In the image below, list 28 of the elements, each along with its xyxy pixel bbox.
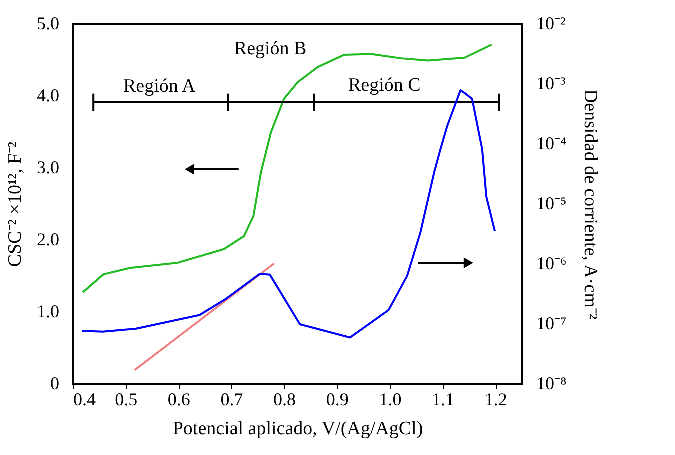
- x-tick-label: 0.4: [74, 390, 96, 410]
- y2-tick-label: 10⁻⁴: [536, 134, 567, 154]
- x-tick-label: 0.5: [115, 390, 138, 410]
- annotation: Región B: [234, 38, 307, 60]
- annotation: Región A: [123, 76, 196, 97]
- x-tick-label: 0.6: [168, 390, 190, 410]
- y2-tick-label: 10⁻⁷: [536, 314, 567, 334]
- y-tick-label: 1.0: [37, 302, 60, 322]
- y-tick-label: 5.0: [37, 14, 60, 34]
- x-tick-label: 1.1: [432, 390, 455, 410]
- y2-tick-label: 10⁻⁸: [536, 374, 567, 394]
- x-tick-label: 1.2: [484, 390, 508, 410]
- x-tick-label: 1.0: [379, 390, 402, 410]
- x-tick-label: 0.7: [220, 390, 244, 410]
- y-tick-label: 0: [50, 374, 60, 394]
- y2-tick-label: 10⁻³: [536, 74, 566, 94]
- y-tick-label: 3.0: [37, 158, 60, 178]
- y2-axis-title: Densidad de corriente, A·cm⁻²: [580, 89, 601, 320]
- y-axis-title: CSC⁻² ×10¹², F⁻²: [5, 142, 26, 268]
- y2-tick-label: 10⁻²: [536, 14, 566, 34]
- y2-tick-label: 10⁻⁶: [536, 254, 567, 274]
- y-tick-label: 4.0: [37, 86, 60, 106]
- x-tick-label: 0.8: [274, 390, 296, 410]
- y-tick-label: 2.0: [37, 230, 60, 250]
- x-tick-label: 0.9: [326, 390, 349, 410]
- y2-tick-label: 10⁻⁵: [536, 194, 567, 214]
- annotation: Región C: [348, 75, 421, 96]
- x-axis-title: Potencial aplicado, V/(Ag/AgCl): [172, 418, 424, 440]
